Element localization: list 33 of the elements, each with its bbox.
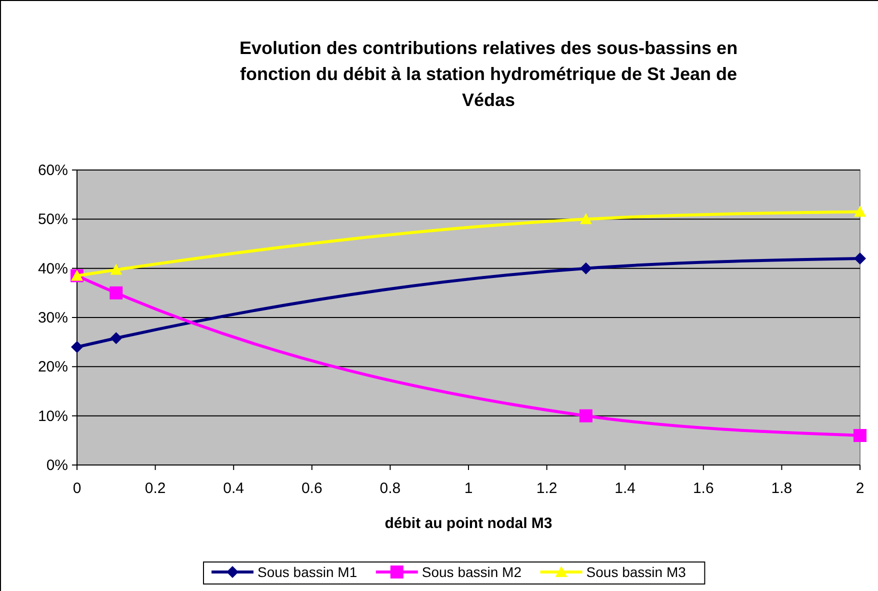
x-tick-label: 0.2 <box>144 480 166 497</box>
y-tick-label: 40% <box>38 260 68 278</box>
y-tick-label: 60% <box>38 162 68 179</box>
y-tick-label: 0% <box>46 457 68 474</box>
point <box>854 252 866 264</box>
point <box>110 332 122 344</box>
x-tick-label: 1 <box>464 480 473 497</box>
x-axis-title: débit au point nodal M3 <box>384 515 552 532</box>
point <box>854 429 866 442</box>
x-tick-label: 1.8 <box>771 480 792 497</box>
y-tick-label: 50% <box>38 211 68 228</box>
point <box>580 262 592 274</box>
point <box>71 341 83 353</box>
x-tick-label: 1.4 <box>614 480 636 497</box>
point <box>854 206 866 217</box>
y-tick-label: 20% <box>38 358 68 376</box>
point <box>110 286 123 300</box>
x-tick-label: 1.2 <box>536 480 558 497</box>
x-tick-label: 0.4 <box>223 480 244 497</box>
point <box>579 409 592 422</box>
legend-label: Sous bassin M3 <box>586 564 686 580</box>
y-tick-label: 10% <box>38 408 68 425</box>
x-tick-label: 2 <box>856 480 864 497</box>
point <box>110 264 122 275</box>
y-tick-label: 30% <box>38 310 68 326</box>
x-tick-label: 0 <box>72 480 82 497</box>
x-tick-label: 1.6 <box>692 480 714 497</box>
point <box>580 213 592 224</box>
legend-label: Sous bassin M1 <box>258 564 358 580</box>
chart-title: Evolution des contributions relatives des sous-bassins en fonction du débit à la station hydrométrique de St Jean de Védas <box>239 38 738 110</box>
x-tick-label: 0.8 <box>380 480 401 497</box>
legend-label: Sous bassin M2 <box>422 564 522 580</box>
x-tick-label: 0.6 <box>301 480 322 497</box>
